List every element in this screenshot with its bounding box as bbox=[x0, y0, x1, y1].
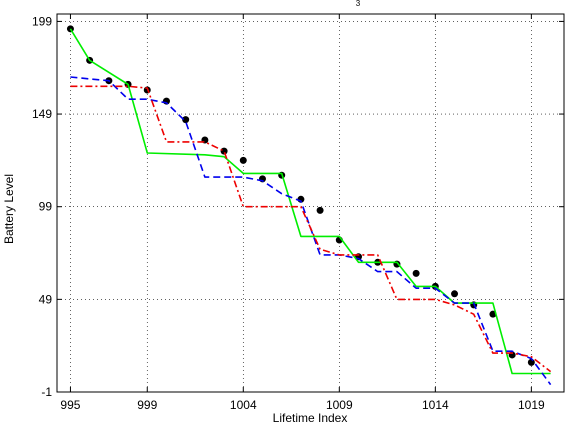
x-tick-label: 995 bbox=[60, 398, 80, 412]
y-tick-label: -1 bbox=[41, 385, 52, 399]
series-line-solid bbox=[69, 28, 551, 375]
x-tick-label: 999 bbox=[137, 398, 157, 412]
x-tick-label: 1019 bbox=[518, 398, 545, 412]
x-tick-label: 1014 bbox=[422, 398, 449, 412]
data-point-marker bbox=[412, 269, 420, 277]
y-axis-label: Battery Level bbox=[2, 174, 16, 244]
data-point-marker bbox=[451, 290, 459, 298]
x-tick-label: 1004 bbox=[230, 398, 257, 412]
x-tick-label: 1009 bbox=[326, 398, 353, 412]
y-tick-label: 49 bbox=[39, 292, 53, 306]
series-line-dashed bbox=[70, 76, 552, 386]
data-point-marker bbox=[316, 206, 324, 214]
series-line-dashdot bbox=[70, 85, 552, 373]
data-point-marker bbox=[220, 147, 228, 155]
data-point-marker bbox=[527, 358, 535, 366]
plot-frame bbox=[56, 13, 565, 393]
chart-title: 3 bbox=[356, 0, 361, 8]
y-tick-label: 199 bbox=[32, 14, 52, 28]
data-point-marker bbox=[182, 116, 190, 124]
grid-lines bbox=[57, 14, 564, 393]
axis-ticks: 995 999 1004 1009 1014 1019 -1 49 99 149 199 bbox=[32, 14, 564, 412]
x-axis-label: Lifetime Index bbox=[273, 411, 348, 425]
series-layer bbox=[66, 25, 552, 386]
y-tick-label: 149 bbox=[32, 107, 52, 121]
y-tick-label: 99 bbox=[39, 200, 53, 214]
data-point-marker bbox=[239, 156, 247, 164]
